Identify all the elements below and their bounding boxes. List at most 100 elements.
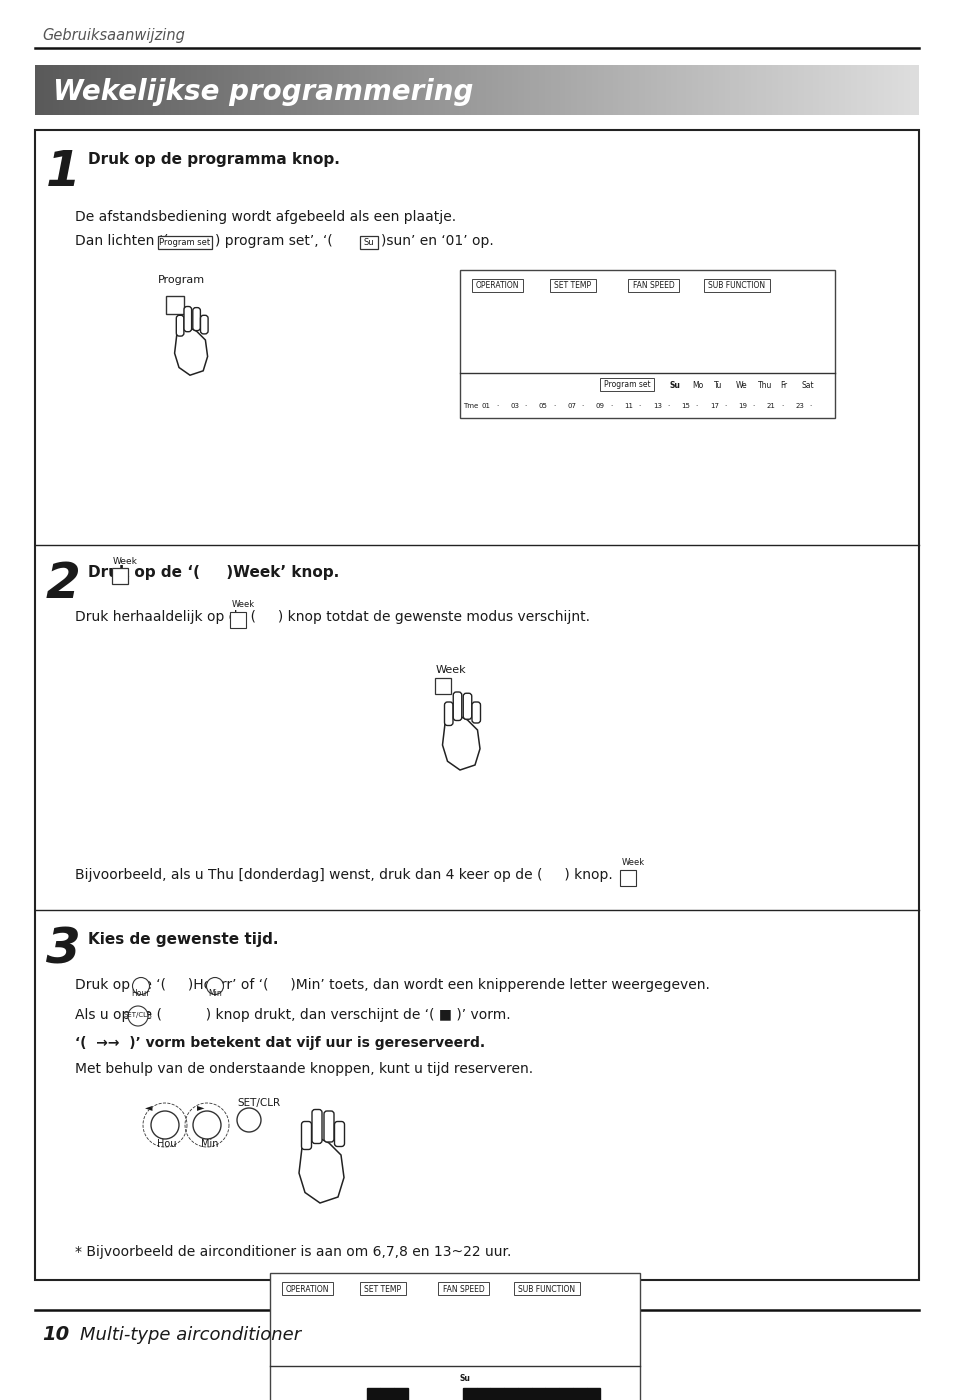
Bar xyxy=(294,64,297,115)
Bar xyxy=(166,295,184,314)
Bar xyxy=(517,64,521,115)
Bar xyxy=(903,64,906,115)
Bar xyxy=(423,64,427,115)
Bar xyxy=(91,64,94,115)
Bar xyxy=(530,64,533,115)
Text: SET/CLR: SET/CLR xyxy=(124,1012,152,1018)
Bar xyxy=(147,64,151,115)
Bar xyxy=(100,64,103,115)
Bar xyxy=(71,64,73,115)
Text: ‘(  →→  )’ vorm betekent dat vijf uur is gereserveerd.: ‘( →→ )’ vorm betekent dat vijf uur is g… xyxy=(75,1036,485,1050)
Bar xyxy=(235,64,238,115)
Bar xyxy=(476,1387,490,1400)
Bar xyxy=(782,64,786,115)
Bar xyxy=(895,64,898,115)
Circle shape xyxy=(236,1107,261,1133)
Bar xyxy=(906,64,910,115)
Bar xyxy=(815,64,819,115)
Text: Druk herhaaldelijk op de (     ) knop totdat de gewenste modus verschijnt.: Druk herhaaldelijk op de ( ) knop totdat… xyxy=(75,610,589,624)
Bar xyxy=(562,64,565,115)
Bar xyxy=(620,64,624,115)
Bar xyxy=(359,1282,406,1295)
Text: Week: Week xyxy=(232,601,254,609)
Bar xyxy=(400,64,403,115)
Text: ·: · xyxy=(496,403,497,409)
Bar xyxy=(214,64,218,115)
Bar xyxy=(415,64,418,115)
Bar xyxy=(703,279,769,293)
Bar xyxy=(730,64,733,115)
Bar xyxy=(482,64,486,115)
Bar xyxy=(52,64,56,115)
Text: 17: 17 xyxy=(709,403,719,409)
Bar xyxy=(355,64,359,115)
Text: 10: 10 xyxy=(42,1324,70,1344)
Bar xyxy=(255,64,259,115)
Bar xyxy=(509,64,513,115)
Bar xyxy=(88,64,91,115)
Bar xyxy=(606,64,610,115)
Text: Dan lichten ‘(: Dan lichten ‘( xyxy=(75,234,169,248)
Bar xyxy=(179,64,183,115)
Bar xyxy=(497,64,500,115)
Bar xyxy=(412,64,416,115)
Polygon shape xyxy=(298,1137,344,1203)
Bar xyxy=(541,64,545,115)
Bar xyxy=(827,64,830,115)
Bar xyxy=(558,1387,573,1400)
Bar xyxy=(706,64,710,115)
Bar xyxy=(565,64,568,115)
Bar xyxy=(106,64,109,115)
Bar xyxy=(265,64,268,115)
Bar xyxy=(744,64,748,115)
Bar xyxy=(165,64,168,115)
Bar xyxy=(653,64,657,115)
Bar xyxy=(409,64,413,115)
Bar xyxy=(823,64,827,115)
Bar xyxy=(874,64,878,115)
Bar xyxy=(471,64,474,115)
Text: Su: Su xyxy=(363,238,374,246)
Bar xyxy=(395,64,397,115)
Text: 19: 19 xyxy=(738,403,747,409)
Bar xyxy=(491,64,495,115)
Bar xyxy=(132,64,135,115)
Bar xyxy=(619,869,636,886)
Bar xyxy=(527,64,530,115)
Bar xyxy=(397,64,400,115)
Text: OPERATION: OPERATION xyxy=(286,1285,329,1294)
Bar xyxy=(441,64,445,115)
Bar xyxy=(335,64,338,115)
Text: ◄: ◄ xyxy=(145,1102,152,1112)
Bar xyxy=(437,1282,489,1295)
FancyBboxPatch shape xyxy=(193,308,200,330)
Bar xyxy=(671,64,674,115)
Text: Met behulp van de onderstaande knoppen, kunt u tijd reserveren.: Met behulp van de onderstaande knoppen, … xyxy=(75,1063,533,1077)
Bar xyxy=(158,237,212,249)
Bar xyxy=(203,64,206,115)
Bar xyxy=(109,64,112,115)
Bar xyxy=(65,64,68,115)
Bar xyxy=(300,64,303,115)
Text: 23: 23 xyxy=(795,403,803,409)
Text: Program set: Program set xyxy=(603,379,650,389)
Bar xyxy=(368,64,371,115)
Bar xyxy=(877,64,881,115)
Bar xyxy=(320,64,324,115)
Bar xyxy=(495,64,497,115)
Bar xyxy=(727,64,730,115)
Bar xyxy=(756,64,760,115)
Bar xyxy=(841,64,845,115)
Bar xyxy=(250,64,253,115)
Bar xyxy=(371,64,374,115)
Bar xyxy=(733,64,736,115)
FancyBboxPatch shape xyxy=(463,693,471,720)
Bar xyxy=(591,64,595,115)
Bar xyxy=(788,64,792,115)
Bar xyxy=(762,64,765,115)
Bar xyxy=(753,64,757,115)
Bar xyxy=(436,64,438,115)
Bar xyxy=(241,64,245,115)
Text: Min: Min xyxy=(201,1140,218,1149)
Text: Week: Week xyxy=(436,665,466,675)
